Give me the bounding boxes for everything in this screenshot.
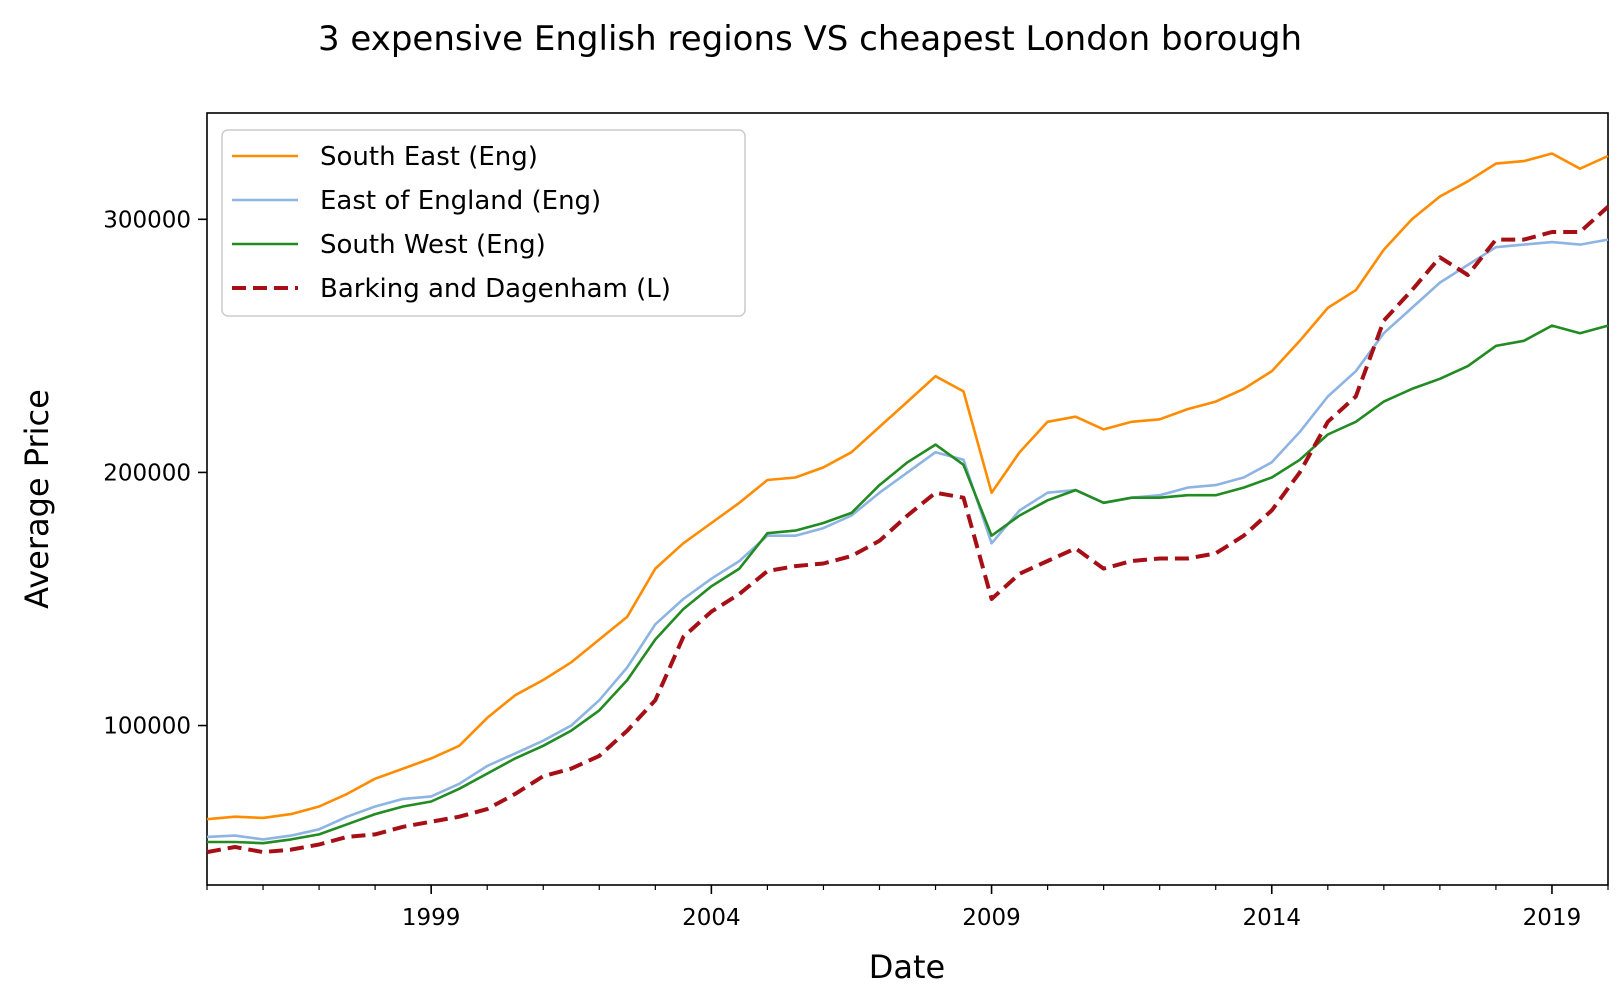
legend-box [221, 129, 746, 317]
series-line-south-east-eng [206, 152, 1609, 821]
legend: South East (Eng) East of England (Eng) Sou… [221, 129, 746, 317]
x-tick-label: 2019 [1523, 905, 1582, 931]
x-axis-label: Date [869, 948, 945, 986]
plot-frame [206, 112, 1609, 886]
x-tick-label: 1999 [402, 905, 461, 931]
series-line-south-west-eng [207, 324, 1609, 845]
x-tick-label: 2004 [682, 905, 741, 931]
plot-area: 1999 2004 2009 2014 2019 100000 200000 300000 [103, 112, 1610, 931]
y-axis-label: Average Price [18, 389, 56, 609]
legend-label-east-of-england-eng: East of England (Eng) [320, 186, 601, 216]
legend-label-south-east-eng: South East (Eng) [320, 142, 538, 172]
y-tick-label: 200000 [103, 460, 191, 486]
x-axis-ticks: 1999 2004 2009 2014 2019 [206, 885, 1609, 931]
chart-title: 3 expensive English regions VS cheapest … [318, 19, 1302, 59]
y-axis-ticks: 100000 200000 300000 [103, 207, 207, 740]
y-tick-label: 100000 [103, 714, 191, 740]
y-tick-label: 300000 [103, 207, 191, 233]
legend-label-barking-and-dagenham-l: Barking and Dagenham (L) [320, 274, 671, 304]
legend-label-south-west-eng: South West (Eng) [320, 230, 546, 260]
x-tick-label: 2009 [962, 905, 1021, 931]
series-line-barking-and-dagenham-l [206, 205, 1610, 855]
x-tick-label: 2014 [1242, 905, 1301, 931]
series-layer [206, 152, 1610, 855]
series-line-east-of-england-eng [206, 238, 1609, 841]
